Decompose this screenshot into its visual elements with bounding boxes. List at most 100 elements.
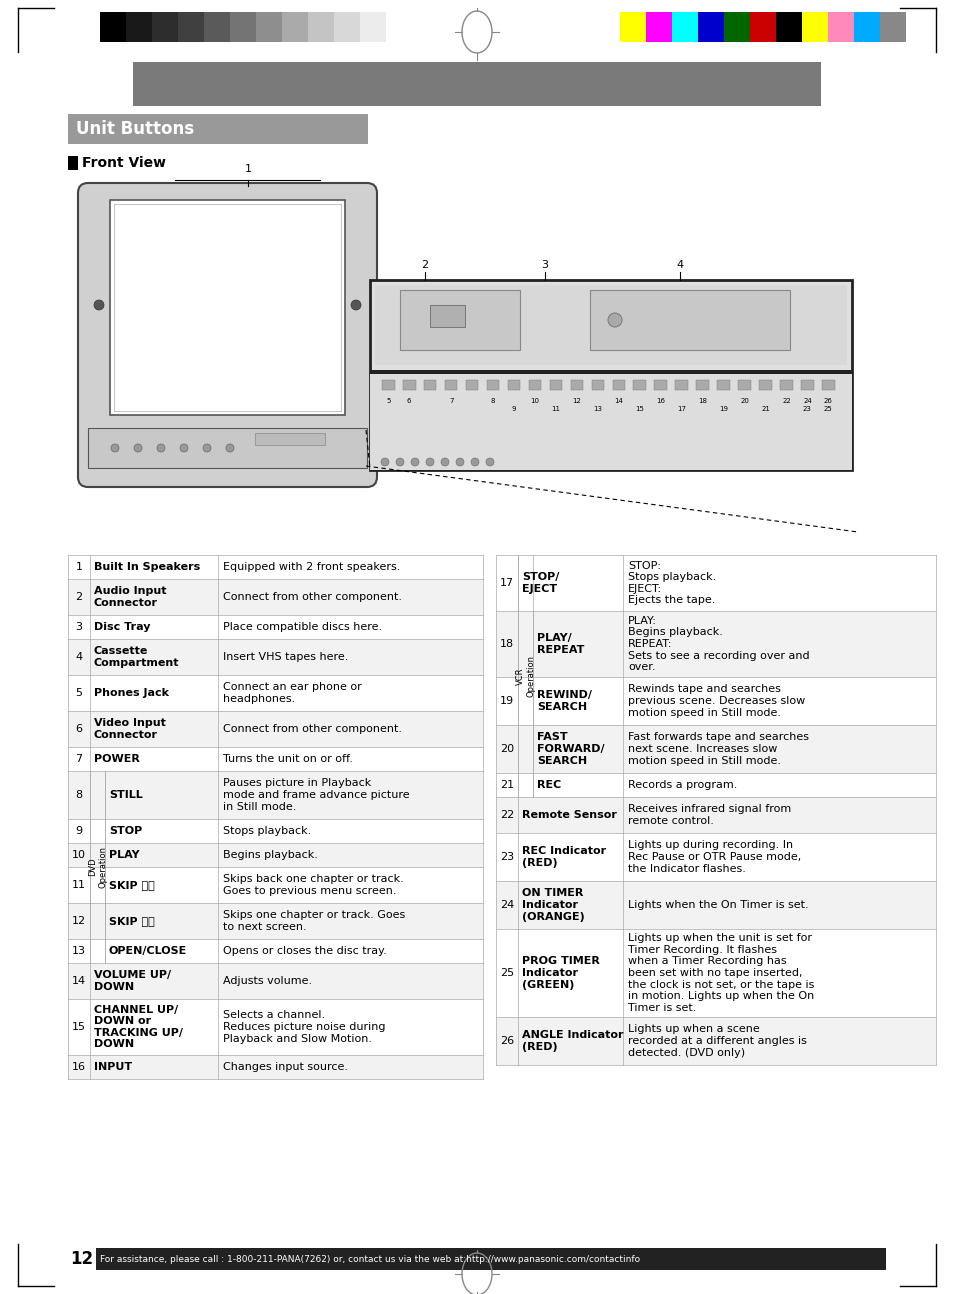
Bar [68, 675, 482, 710]
Bar [698, 12, 723, 41]
Circle shape [440, 458, 449, 466]
Bar [465, 380, 477, 389]
Text: Connect from other component.: Connect from other component. [223, 591, 401, 602]
Text: 7: 7 [75, 754, 83, 763]
Bar [370, 370, 851, 374]
Text: Begins playback.: Begins playback. [223, 850, 317, 861]
Bar [738, 380, 750, 389]
Bar [68, 157, 78, 170]
Text: DVD
Operation: DVD Operation [88, 846, 107, 888]
Bar [126, 12, 152, 41]
Circle shape [111, 444, 119, 452]
Text: Changes input source.: Changes input source. [223, 1062, 348, 1071]
Text: Skips back one chapter or track.
Goes to previous menu screen.: Skips back one chapter or track. Goes to… [223, 875, 403, 895]
Circle shape [380, 458, 389, 466]
Text: Front View: Front View [82, 157, 166, 170]
Bar [282, 12, 308, 41]
Bar [589, 290, 789, 349]
Bar [68, 1055, 482, 1079]
Text: REWIND/
SEARCH: REWIND/ SEARCH [537, 690, 592, 712]
Text: Disc Tray: Disc Tray [94, 622, 151, 631]
Bar [496, 725, 935, 773]
Text: Records a program.: Records a program. [627, 780, 737, 791]
Bar [399, 290, 519, 349]
Text: 12: 12 [572, 399, 580, 404]
Text: Lights when the On Timer is set.: Lights when the On Timer is set. [627, 901, 808, 910]
Text: 12: 12 [71, 916, 86, 927]
Bar [619, 12, 645, 41]
Text: REC: REC [537, 780, 560, 791]
Bar [68, 903, 482, 939]
Bar [675, 380, 687, 389]
Text: 4: 4 [75, 652, 83, 663]
Bar [496, 555, 935, 611]
Text: 5: 5 [386, 399, 390, 404]
Text: 4: 4 [676, 260, 683, 270]
Text: POWER: POWER [94, 754, 140, 763]
Bar [486, 380, 498, 389]
Circle shape [157, 444, 165, 452]
Text: INPUT: INPUT [94, 1062, 132, 1071]
Text: ON TIMER
Indicator
(ORANGE): ON TIMER Indicator (ORANGE) [521, 889, 584, 921]
Bar [528, 380, 540, 389]
Bar [430, 305, 464, 327]
Text: ANGLE Indicator
(RED): ANGLE Indicator (RED) [521, 1030, 623, 1052]
Text: Insert VHS tapes here.: Insert VHS tapes here. [223, 652, 348, 663]
Circle shape [180, 444, 188, 452]
Bar [110, 201, 345, 415]
Text: 22: 22 [499, 810, 514, 820]
Text: 14: 14 [71, 976, 86, 986]
Text: PLAY: PLAY [109, 850, 139, 861]
Text: VCR
Operation: VCR Operation [516, 655, 535, 697]
Text: 5: 5 [75, 688, 82, 697]
Text: Selects a channel.
Reduces picture noise during
Playback and Slow Motion.: Selects a channel. Reduces picture noise… [223, 1011, 385, 1043]
Circle shape [426, 458, 434, 466]
Text: 10: 10 [530, 399, 538, 404]
Text: Unit Buttons: Unit Buttons [76, 120, 193, 138]
Text: 16: 16 [656, 399, 664, 404]
Text: Video Input
Connector: Video Input Connector [94, 718, 166, 740]
Bar [375, 285, 846, 365]
Text: 3: 3 [75, 622, 82, 631]
Bar [68, 819, 482, 842]
Text: Fast forwards tape and searches
next scene. Increases slow
motion speed in Still: Fast forwards tape and searches next sce… [627, 732, 808, 766]
Text: PLAY/
REPEAT: PLAY/ REPEAT [537, 633, 584, 655]
Text: Built In Speakers: Built In Speakers [94, 562, 200, 572]
Text: OPEN/CLOSE: OPEN/CLOSE [109, 946, 187, 956]
Bar [370, 280, 851, 470]
Text: 26: 26 [499, 1036, 514, 1046]
Text: Rewinds tape and searches
previous scene. Decreases slow
motion speed in Still m: Rewinds tape and searches previous scene… [627, 685, 804, 718]
Text: 19: 19 [719, 406, 727, 411]
Bar [68, 710, 482, 747]
Bar [402, 380, 416, 389]
Bar [68, 939, 482, 963]
Text: 7: 7 [449, 399, 453, 404]
Text: Lights up when the unit is set for
Timer Recording. It flashes
when a Timer Reco: Lights up when the unit is set for Timer… [627, 933, 814, 1013]
Text: 9: 9 [75, 826, 83, 836]
Circle shape [607, 313, 621, 327]
Bar [370, 374, 851, 470]
Text: Place compatible discs here.: Place compatible discs here. [223, 622, 382, 631]
Text: STOP/
EJECT: STOP/ EJECT [521, 572, 558, 594]
Bar [671, 12, 698, 41]
Circle shape [485, 458, 494, 466]
Text: PLAY:
Begins playback.
REPEAT:
Sets to see a recording over and
over.: PLAY: Begins playback. REPEAT: Sets to s… [627, 616, 809, 672]
Text: Remote Sensor: Remote Sensor [521, 810, 617, 820]
Bar [132, 62, 821, 106]
Bar [152, 12, 178, 41]
Text: 17: 17 [499, 578, 514, 587]
Bar [496, 833, 935, 881]
Text: 1: 1 [75, 562, 82, 572]
Bar [68, 867, 482, 903]
Bar [255, 12, 282, 41]
Text: Stops playback.: Stops playback. [223, 826, 311, 836]
Bar [801, 380, 813, 389]
Bar [230, 12, 255, 41]
Text: FAST
FORWARD/
SEARCH: FAST FORWARD/ SEARCH [537, 732, 604, 766]
Circle shape [94, 300, 104, 311]
Bar [68, 963, 482, 999]
Bar [723, 12, 749, 41]
Bar [68, 1247, 96, 1269]
Text: 6: 6 [75, 725, 82, 734]
Text: 1: 1 [244, 164, 252, 173]
